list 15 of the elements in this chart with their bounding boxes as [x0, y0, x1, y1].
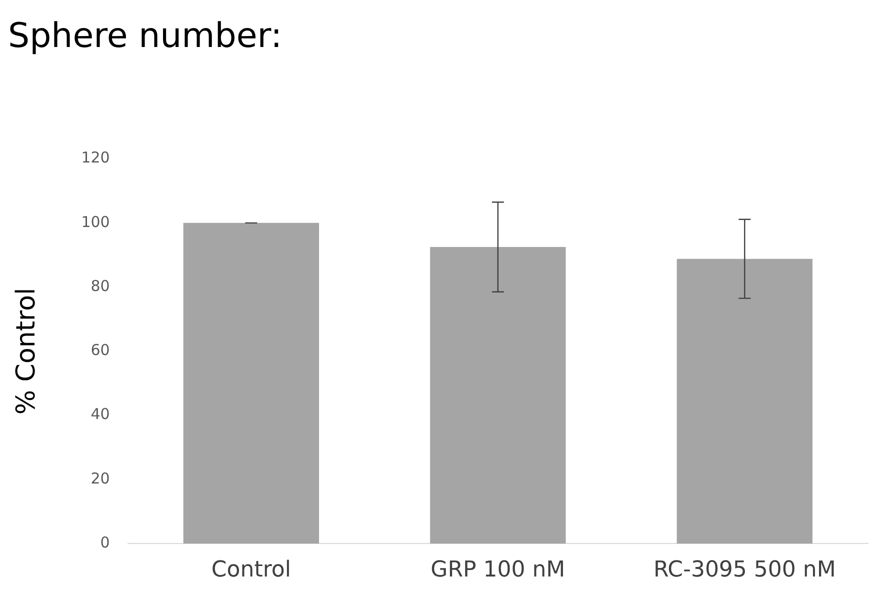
- x-tick-label: RC-3095 500 nM: [653, 558, 836, 583]
- y-axis-title: % Control: [11, 288, 42, 415]
- y-tick-label: 100: [81, 212, 110, 231]
- bar: [183, 222, 320, 544]
- y-tick-label: 0: [100, 533, 110, 552]
- y-tick-label: 60: [90, 341, 110, 360]
- x-tick-label: Control: [211, 558, 291, 583]
- y-tick-label: 20: [90, 469, 110, 488]
- chart-title: Sphere number:: [8, 16, 282, 56]
- y-tick-label: 80: [90, 276, 110, 295]
- x-tick-label: GRP 100 nM: [430, 558, 566, 583]
- bar: [676, 258, 812, 544]
- y-tick-label: 120: [81, 148, 110, 167]
- y-tick-label: 40: [90, 405, 110, 424]
- bar: [430, 246, 566, 544]
